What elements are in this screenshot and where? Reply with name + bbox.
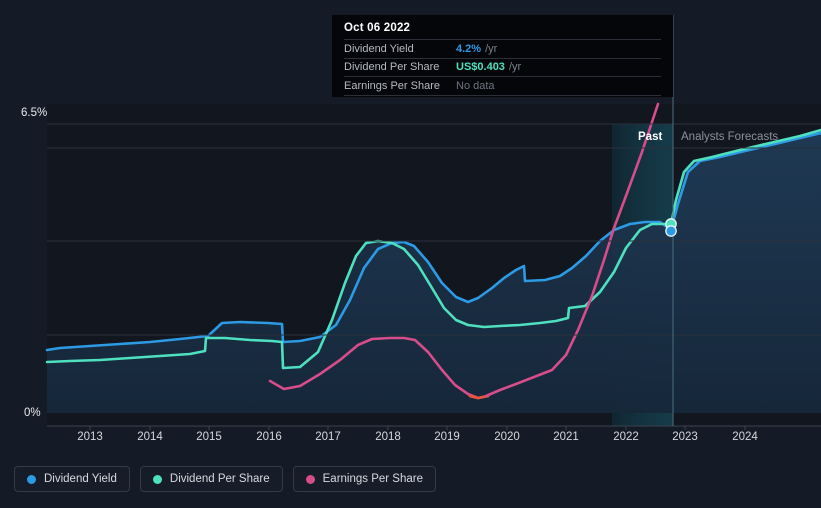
- legend-dot-icon-dividend-yield: [27, 474, 36, 484]
- dividend-yield-line: [45, 220, 673, 352]
- forecast-region-label: Analysts Forecasts: [681, 131, 779, 143]
- tooltip-label-dividend-yield: Dividend Yield: [344, 42, 414, 55]
- tooltip-row-dividend-yield: Dividend Yield 4.2% /yr: [344, 39, 661, 58]
- legend-label-earnings-per-share: Earnings Per Share: [322, 473, 423, 485]
- chart-legend: Dividend Yield Dividend Per Share Earnin…: [14, 466, 436, 492]
- x-axis-label-2019: 2019: [434, 431, 460, 443]
- x-axis-label-2023: 2023: [672, 431, 698, 443]
- x-axis-label-2018: 2018: [375, 431, 401, 443]
- earnings-per-share-line: [268, 336, 480, 400]
- legend-item-dividend-per-share[interactable]: Dividend Per Share: [139, 466, 283, 492]
- tooltip-value-earnings-per-share: No data: [456, 79, 495, 92]
- tooltip-row-earnings-per-share: Earnings Per Share No data: [344, 76, 661, 96]
- y-axis-max-label: 6.5%: [21, 107, 48, 119]
- past-region-label: Past: [638, 131, 663, 143]
- x-axis-label-2015: 2015: [196, 431, 222, 443]
- dividend-per-share-forecast-line: [669, 128, 821, 226]
- earnings-per-share-minimum-segment: [468, 394, 490, 400]
- legend-item-dividend-yield[interactable]: Dividend Yield: [14, 466, 130, 492]
- x-axis-label-2020: 2020: [494, 431, 520, 443]
- x-axis-label-2017: 2017: [315, 431, 341, 443]
- legend-label-dividend-per-share: Dividend Per Share: [169, 473, 270, 485]
- x-axis-label-2021: 2021: [553, 431, 579, 443]
- x-axis-label-2014: 2014: [137, 431, 163, 443]
- dividend-per-share-area: [47, 130, 821, 413]
- tooltip-unit-dividend-yield: /yr: [485, 42, 498, 55]
- legend-label-dividend-yield: Dividend Yield: [44, 473, 117, 485]
- tooltip-value-dividend-yield: 4.2%: [456, 42, 482, 55]
- dividend-yield-forecast-line: [669, 131, 821, 232]
- x-axis-label-2013: 2013: [77, 431, 103, 443]
- tooltip-label-dividend-per-share: Dividend Per Share: [344, 61, 440, 74]
- x-axis-ticks: [89, 426, 746, 430]
- tooltip-label-earnings-per-share: Earnings Per Share: [344, 79, 440, 92]
- tooltip-unit-dividend-per-share: /yr: [508, 61, 522, 74]
- x-axis-label-2022: 2022: [613, 431, 639, 443]
- legend-item-earnings-per-share[interactable]: Earnings Per Share: [292, 466, 436, 492]
- tooltip-row-dividend-per-share: Dividend Per Share US$0.403 /yr: [344, 57, 661, 77]
- tooltip-date: Oct 06 2022: [344, 22, 411, 34]
- hover-tooltip: Oct 06 2022 Dividend Yield 4.2% /yr Divi…: [332, 15, 673, 97]
- y-axis-min-label: 0%: [24, 407, 41, 419]
- x-axis-label-2016: 2016: [256, 431, 282, 443]
- legend-dot-icon-earnings-per-share: [305, 474, 315, 484]
- x-axis-label-2024: 2024: [732, 431, 758, 443]
- earnings-per-share-line-b: [484, 102, 660, 398]
- marker-dividend-yield: [665, 225, 677, 237]
- tooltip-value-dividend-per-share: US$0.403: [456, 61, 505, 74]
- legend-dot-icon-dividend-per-share: [152, 474, 162, 484]
